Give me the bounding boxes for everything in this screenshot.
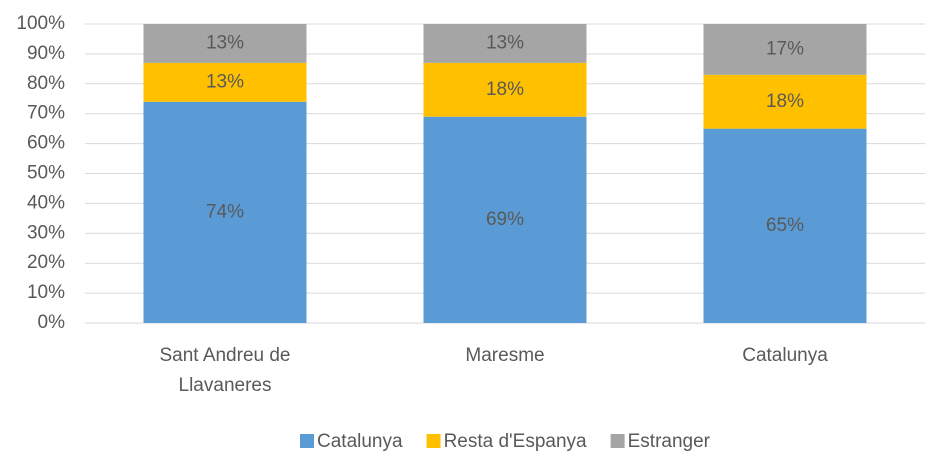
data-label: 17% — [766, 38, 804, 59]
bar-segment — [423, 62, 587, 117]
data-label: 74% — [206, 201, 244, 222]
data-label: 13% — [206, 32, 244, 53]
legend-swatch — [426, 434, 441, 448]
bar-segment — [143, 24, 307, 63]
bar-segment — [423, 116, 587, 323]
bar-segment — [703, 24, 867, 75]
legend-label: Estranger — [628, 431, 711, 452]
data-label: 13% — [206, 71, 244, 92]
y-tick-label: 60% — [27, 133, 65, 154]
legend: Catalunya Resta d'Espanya Estranger — [300, 431, 711, 452]
y-tick-label: 80% — [27, 73, 65, 94]
data-label: 69% — [486, 209, 524, 230]
data-label: 18% — [486, 79, 524, 100]
bar-segment — [143, 101, 307, 324]
y-tick-label: 50% — [27, 163, 65, 184]
y-tick-label: 30% — [27, 222, 65, 243]
legend-label: Catalunya — [317, 431, 403, 452]
y-tick-label: 40% — [27, 192, 65, 213]
legend-swatch — [300, 434, 314, 448]
bar-segment — [703, 128, 867, 323]
data-label: 18% — [766, 91, 804, 112]
y-tick-label: 100% — [16, 13, 65, 34]
x-tick-label: Sant Andreu de Llavaneres — [160, 345, 291, 396]
legend-swatch — [610, 434, 625, 448]
y-tick-label: 90% — [27, 43, 65, 64]
bar-segment — [703, 74, 867, 129]
y-tick-label: 0% — [38, 312, 66, 333]
bar-segment — [143, 62, 307, 102]
bar-segment — [423, 24, 587, 63]
legend-label: Resta d'Espanya — [444, 431, 587, 452]
y-tick-label: 70% — [27, 103, 65, 124]
data-label: 65% — [766, 215, 804, 236]
data-label: 13% — [486, 32, 524, 53]
x-tick-label: Maresme — [465, 345, 544, 366]
x-tick-label: Catalunya — [742, 345, 828, 366]
y-tick-label: 10% — [27, 282, 65, 303]
y-tick-label: 20% — [27, 252, 65, 273]
